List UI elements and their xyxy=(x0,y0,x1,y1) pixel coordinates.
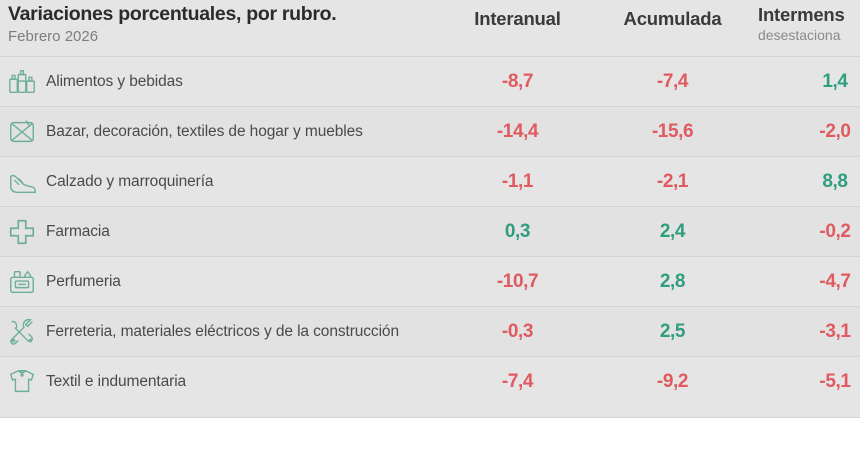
table-row: Bazar, decoración, textiles de hogar y m… xyxy=(0,106,860,156)
row-label: Textil e indumentaria xyxy=(46,372,187,390)
value-cell: -4,7 xyxy=(819,270,851,292)
pharmacy-cross-icon xyxy=(6,216,38,248)
value-cell: -3,1 xyxy=(819,320,851,342)
row-label: Bazar, decoración, textiles de hogar y m… xyxy=(46,122,363,140)
table-row: Calzado y marroquinería -1,1 -2,1 8,8 xyxy=(0,156,860,206)
groceries-icon xyxy=(6,66,38,98)
column-header-acumulada: Acumulada xyxy=(595,8,750,30)
value-cell: -8,7 xyxy=(501,70,534,92)
value-cell: 2,8 xyxy=(659,270,686,292)
value-cell: -7,4 xyxy=(501,370,534,392)
table-bottom-divider xyxy=(0,417,860,418)
table-body: Alimentos y bebidas -8,7 -7,4 1,4 Bazar, dec… xyxy=(0,56,860,406)
column-header-interanual-label: Interanual xyxy=(474,8,561,29)
value-cell: -15,6 xyxy=(651,120,694,142)
value-cell: -0,2 xyxy=(819,220,851,242)
row-label: Calzado y marroquinería xyxy=(46,172,214,190)
row-label: Farmacia xyxy=(46,222,110,240)
column-header-intermensual-sublabel: desestaciona xyxy=(758,27,841,43)
shoe-icon xyxy=(6,166,38,198)
value-cell: -2,1 xyxy=(656,170,689,192)
value-cell: -2,0 xyxy=(819,120,851,142)
value-cell: -1,1 xyxy=(501,170,534,192)
column-header-intermensual-label: Intermens xyxy=(758,4,845,25)
cosmetics-icon xyxy=(6,266,38,298)
value-cell: -10,7 xyxy=(496,270,539,292)
table-row: Textil e indumentaria -7,4 -9,2 -5,1 xyxy=(0,356,860,406)
value-cell: 1,4 xyxy=(822,70,848,92)
value-cell: -7,4 xyxy=(656,70,689,92)
value-cell: -0,3 xyxy=(501,320,534,342)
value-cell: 8,8 xyxy=(822,170,848,192)
tools-icon xyxy=(6,316,38,348)
tshirt-icon xyxy=(6,366,38,398)
percentage-variations-table: Variaciones porcentuales, por rubro. Feb… xyxy=(0,0,860,418)
value-cell: -14,4 xyxy=(496,120,539,142)
home-decor-icon xyxy=(6,116,38,148)
row-label: Alimentos y bebidas xyxy=(46,72,183,90)
column-header-intermensual: Intermens desestaciona xyxy=(750,4,860,44)
row-label: Perfumeria xyxy=(46,272,121,290)
table-row: Farmacia 0,3 2,4 -0,2 xyxy=(0,206,860,256)
table-row: Alimentos y bebidas -8,7 -7,4 1,4 xyxy=(0,56,860,106)
table-row: Ferreteria, materiales eléctricos y de l… xyxy=(0,306,860,356)
column-header-interanual: Interanual xyxy=(440,8,595,30)
row-label: Ferreteria, materiales eléctricos y de l… xyxy=(46,322,399,340)
footer-whitespace xyxy=(0,418,860,460)
table-row: Perfumeria -10,7 2,8 -4,7 xyxy=(0,256,860,306)
value-cell: 2,4 xyxy=(659,220,686,242)
page-title: Variaciones porcentuales, por rubro. xyxy=(8,3,337,25)
value-cell: 2,5 xyxy=(659,320,686,342)
value-cell: 0,3 xyxy=(504,220,531,242)
column-header-acumulada-label: Acumulada xyxy=(623,8,722,29)
table-header: Variaciones porcentuales, por rubro. Feb… xyxy=(0,0,860,56)
value-cell: -5,1 xyxy=(819,370,851,392)
page-subtitle: Febrero 2026 xyxy=(8,28,99,45)
title-block: Variaciones porcentuales, por rubro. Feb… xyxy=(8,2,438,47)
value-cell: -9,2 xyxy=(656,370,689,392)
